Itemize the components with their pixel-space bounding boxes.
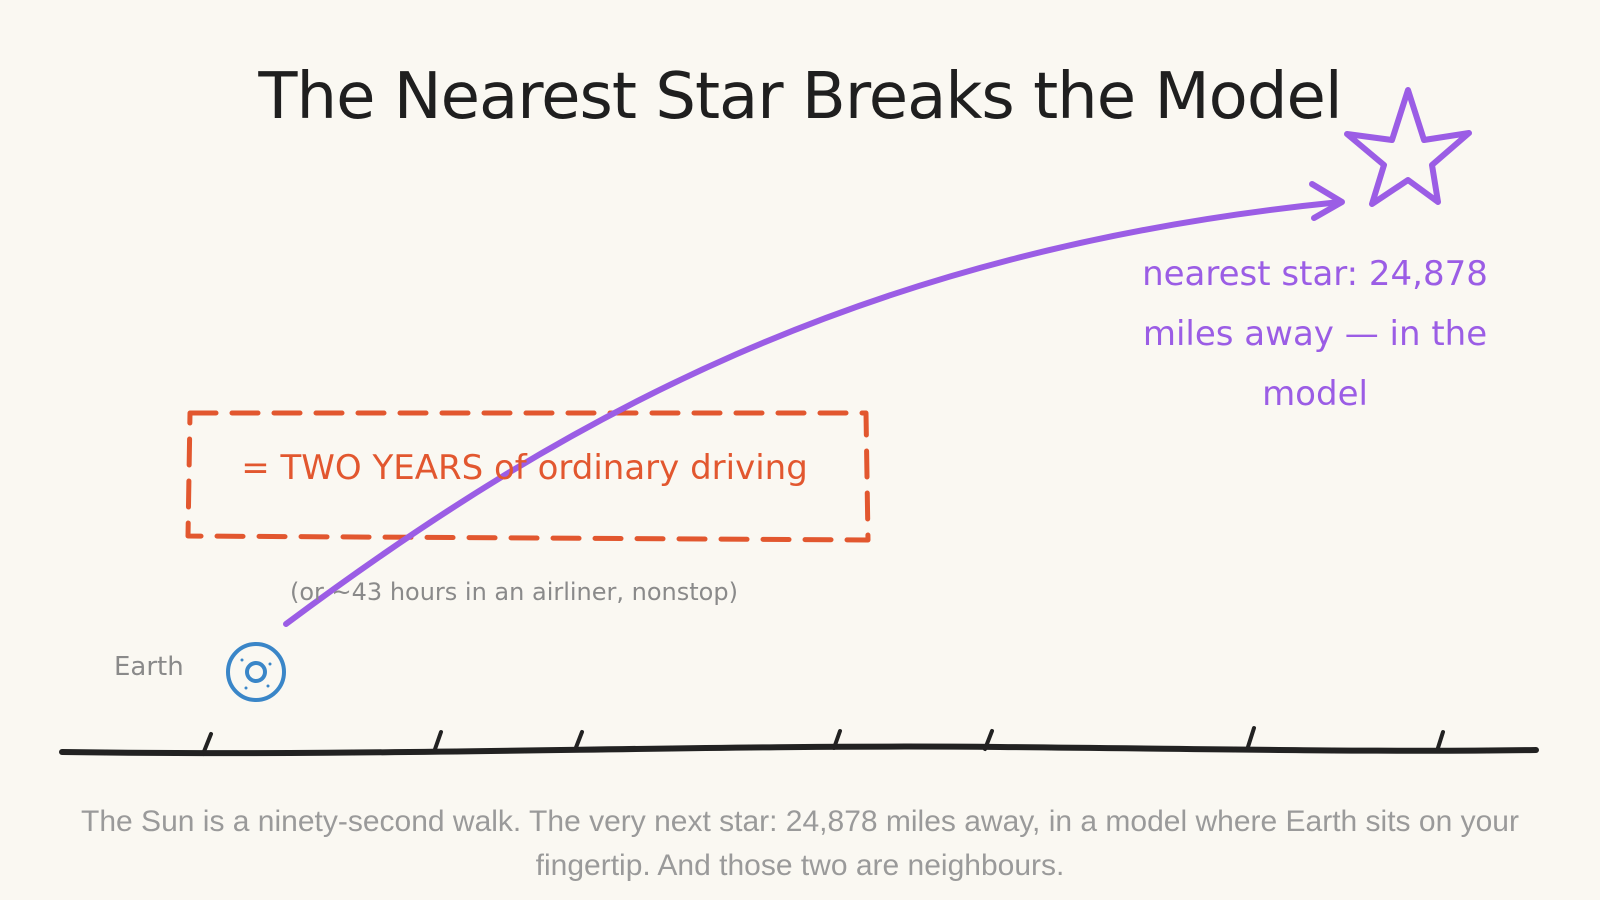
nearest-star-note: nearest star: 24,878 miles away — in the…: [1142, 254, 1488, 414]
driving-equivalence-text: = TWO YEARS of ordinary driving: [241, 448, 808, 488]
journey-arc: [283, 199, 1343, 627]
driving-dashed-box: [185, 410, 871, 543]
airliner-note: (or ~43 hours in an airliner, nonstop): [290, 578, 738, 606]
caption: The Sun is a ninety-second walk. The ver…: [81, 805, 1519, 882]
journey-arrowhead: [1309, 181, 1345, 221]
earth-label: Earth: [114, 652, 184, 682]
page-title: The Nearest Star Breaks the Model: [258, 60, 1342, 134]
star-icon: [1344, 87, 1472, 207]
earth-icon: [226, 642, 286, 702]
ground-line: [59, 726, 1539, 757]
